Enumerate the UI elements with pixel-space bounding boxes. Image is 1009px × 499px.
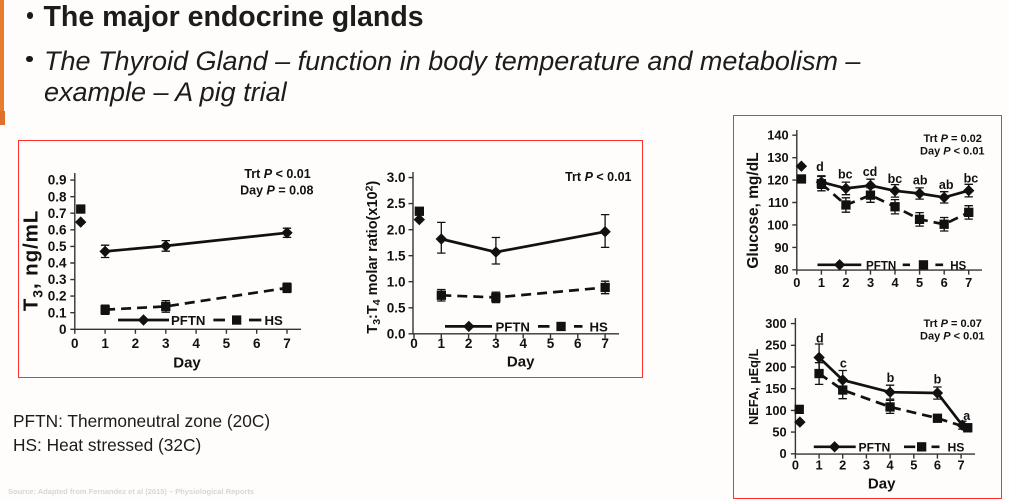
svg-text:1.5: 1.5 xyxy=(387,248,406,263)
svg-text:1: 1 xyxy=(818,275,825,290)
svg-text:a: a xyxy=(963,409,971,423)
svg-text:7: 7 xyxy=(601,336,609,351)
svg-text:6: 6 xyxy=(934,457,941,472)
svg-text:Day P < 0.01: Day P < 0.01 xyxy=(920,331,985,343)
svg-text:3.0: 3.0 xyxy=(387,170,406,185)
svg-text:5: 5 xyxy=(223,336,231,351)
svg-text:NEFA, µEq/L: NEFA, µEq/L xyxy=(746,348,761,425)
svg-text:100: 100 xyxy=(767,217,788,232)
svg-text:bc: bc xyxy=(964,171,979,185)
svg-text:b: b xyxy=(887,371,895,385)
svg-text:d: d xyxy=(816,332,824,346)
svg-text:0.4: 0.4 xyxy=(48,256,67,271)
svg-text:bc: bc xyxy=(838,168,853,182)
svg-text:0.9: 0.9 xyxy=(48,173,67,188)
svg-text:PFTN: PFTN xyxy=(171,313,205,328)
svg-text:HS: HS xyxy=(948,441,965,455)
svg-text:4: 4 xyxy=(192,336,200,351)
svg-text:5: 5 xyxy=(910,457,917,472)
svg-text:0.3: 0.3 xyxy=(48,272,67,287)
svg-text:2: 2 xyxy=(465,336,473,351)
svg-text:250: 250 xyxy=(765,338,786,353)
svg-text:HS: HS xyxy=(950,259,966,272)
svg-text:1: 1 xyxy=(101,336,109,351)
svg-text:0.6: 0.6 xyxy=(48,222,67,237)
svg-text:5: 5 xyxy=(916,275,923,290)
svg-text:PFTN: PFTN xyxy=(866,259,896,272)
svg-text:0.2: 0.2 xyxy=(48,289,67,304)
svg-text:HS: HS xyxy=(265,313,284,328)
svg-text:0: 0 xyxy=(792,457,799,472)
svg-text:0.7: 0.7 xyxy=(48,206,67,221)
svg-text:2.0: 2.0 xyxy=(387,222,406,237)
svg-text:50: 50 xyxy=(772,425,786,440)
svg-text:HS: HS xyxy=(590,320,609,335)
svg-text:0.0: 0.0 xyxy=(387,326,406,341)
svg-text:Trt P = 0.02: Trt P = 0.02 xyxy=(923,133,981,145)
svg-text:T3, ng/mL: T3, ng/mL xyxy=(20,210,46,311)
svg-text:c: c xyxy=(840,357,847,371)
svg-text:3: 3 xyxy=(863,457,870,472)
svg-text:ab: ab xyxy=(939,178,954,192)
svg-text:0: 0 xyxy=(59,322,67,337)
svg-text:7: 7 xyxy=(965,275,972,290)
svg-text:0.8: 0.8 xyxy=(48,189,67,204)
svg-text:cd: cd xyxy=(863,165,878,179)
svg-text:4: 4 xyxy=(519,336,527,351)
svg-text:0: 0 xyxy=(793,275,800,290)
svg-text:6: 6 xyxy=(253,336,261,351)
svg-text:2: 2 xyxy=(842,275,849,290)
svg-text:0: 0 xyxy=(779,446,786,461)
svg-text:120: 120 xyxy=(767,173,788,188)
svg-text:6: 6 xyxy=(574,336,582,351)
svg-text:Day P < 0.01: Day P < 0.01 xyxy=(920,146,985,158)
svg-text:PFTN: PFTN xyxy=(496,320,530,335)
svg-text:3: 3 xyxy=(867,275,874,290)
svg-text:ab: ab xyxy=(913,174,928,188)
svg-text:Trt P < 0.01: Trt P < 0.01 xyxy=(565,170,631,184)
svg-text:4: 4 xyxy=(891,275,899,290)
svg-text:200: 200 xyxy=(765,359,786,374)
svg-text:3: 3 xyxy=(162,336,170,351)
svg-text:5: 5 xyxy=(547,336,555,351)
svg-text:100: 100 xyxy=(765,403,786,418)
svg-text:Trt P < 0.01: Trt P < 0.01 xyxy=(244,167,310,181)
svg-text:6: 6 xyxy=(941,275,948,290)
svg-text:bc: bc xyxy=(888,172,903,186)
svg-text:140: 140 xyxy=(767,128,788,143)
svg-text:4: 4 xyxy=(887,457,895,472)
svg-text:Day: Day xyxy=(173,355,201,372)
svg-text:Day P = 0.08: Day P = 0.08 xyxy=(240,184,313,198)
svg-text:PFTN: PFTN xyxy=(859,441,891,455)
svg-text:0: 0 xyxy=(71,336,79,351)
svg-text:d: d xyxy=(816,160,824,174)
svg-text:b: b xyxy=(934,373,942,387)
svg-text:2: 2 xyxy=(839,457,846,472)
svg-text:0.1: 0.1 xyxy=(48,305,67,320)
svg-text:0: 0 xyxy=(410,336,418,351)
svg-text:0.5: 0.5 xyxy=(387,300,406,315)
svg-text:1: 1 xyxy=(816,457,823,472)
svg-text:Trt P = 0.07: Trt P = 0.07 xyxy=(923,318,981,330)
svg-text:2: 2 xyxy=(132,336,140,351)
svg-text:Day: Day xyxy=(868,475,896,492)
svg-text:Glucose, mg/dL: Glucose, mg/dL xyxy=(745,152,762,268)
svg-text:2.5: 2.5 xyxy=(387,196,406,211)
svg-text:110: 110 xyxy=(768,195,789,210)
svg-text:150: 150 xyxy=(765,381,786,396)
svg-text:1: 1 xyxy=(438,336,446,351)
svg-text:7: 7 xyxy=(958,457,965,472)
svg-text:0.5: 0.5 xyxy=(48,239,67,254)
svg-text:80: 80 xyxy=(774,262,788,277)
svg-text:Day: Day xyxy=(507,354,535,371)
svg-text:90: 90 xyxy=(774,240,788,255)
svg-text:300: 300 xyxy=(765,316,786,331)
svg-text:T3:T4 molar ratio(x102): T3:T4 molar ratio(x102) xyxy=(364,181,384,334)
svg-text:7: 7 xyxy=(283,336,291,351)
svg-text:1.0: 1.0 xyxy=(387,274,406,289)
svg-text:130: 130 xyxy=(767,150,788,165)
svg-text:3: 3 xyxy=(492,336,500,351)
